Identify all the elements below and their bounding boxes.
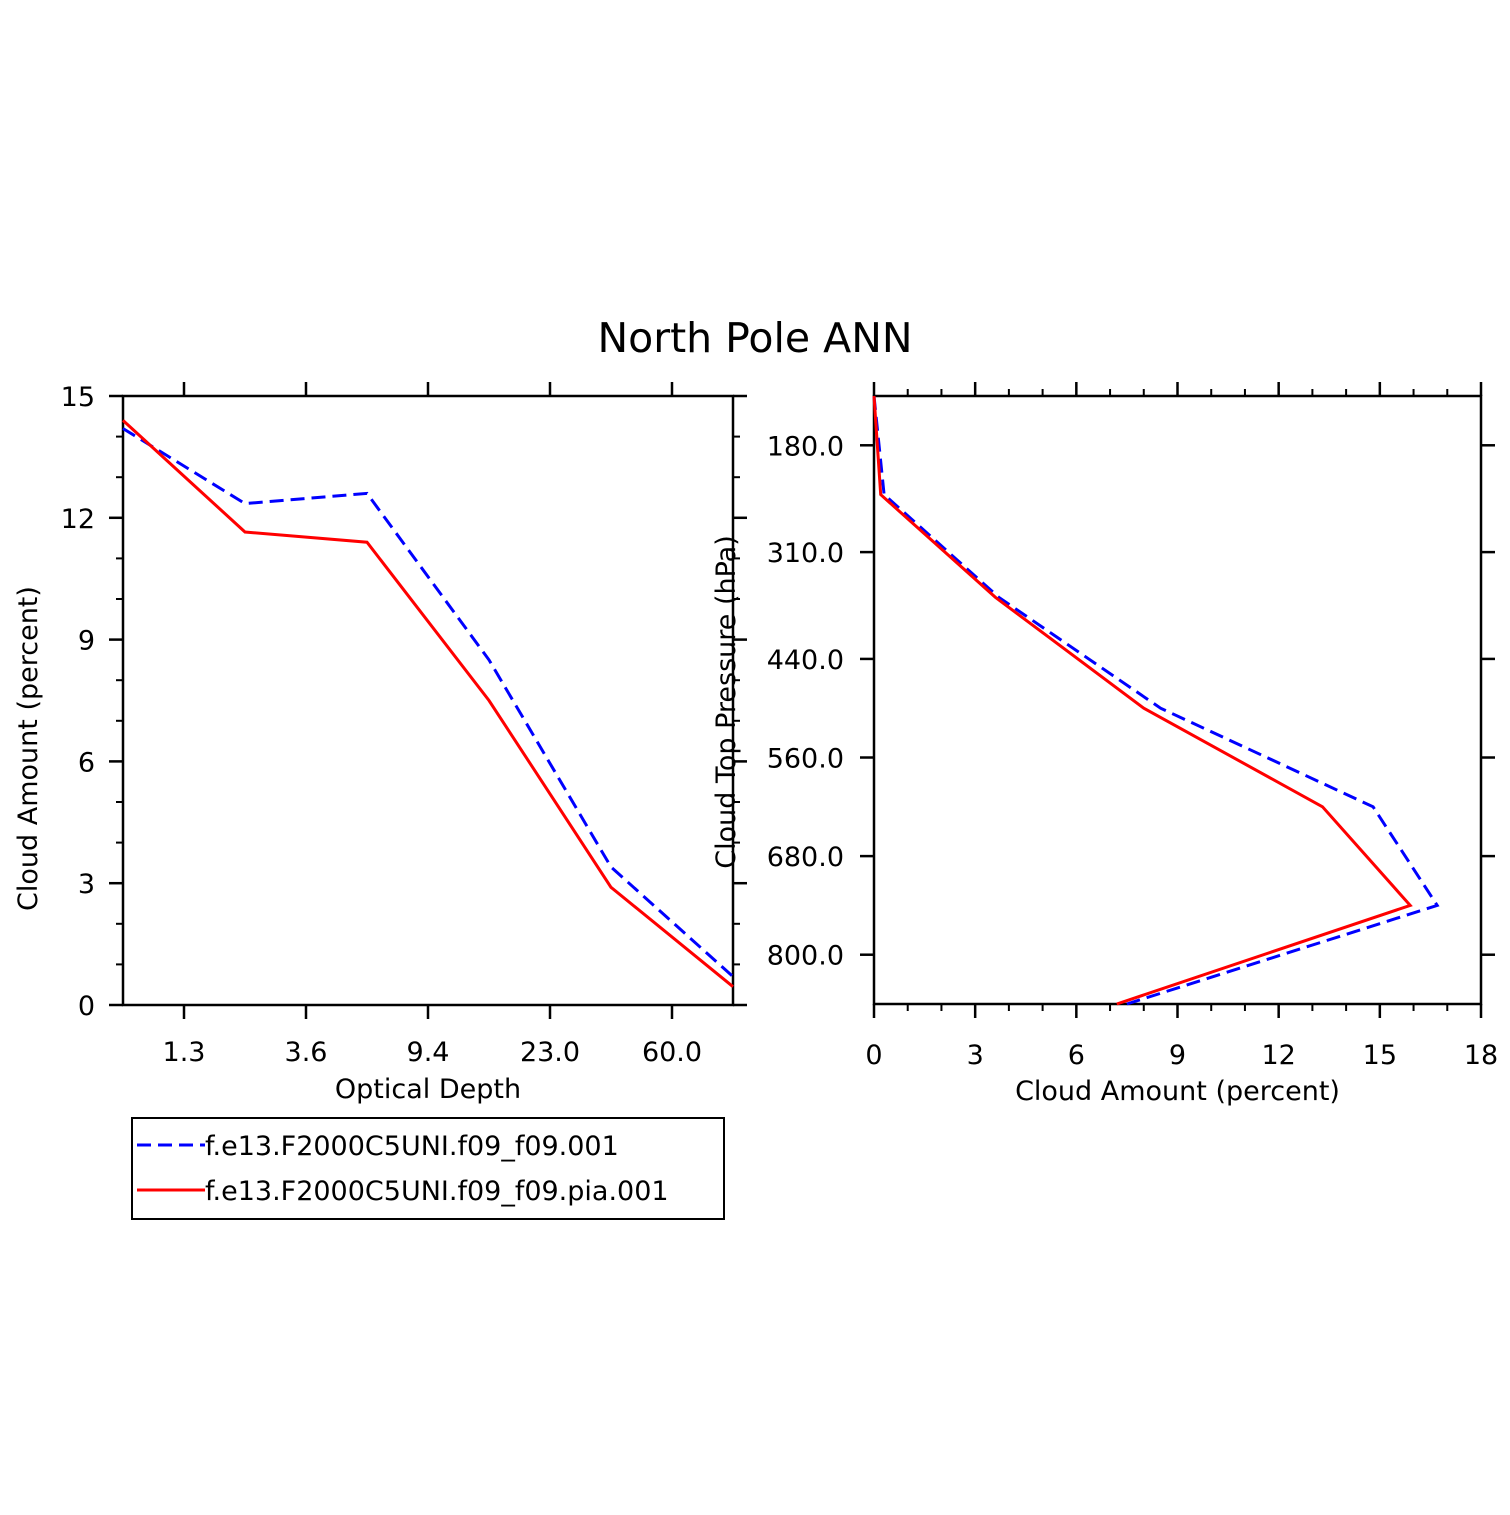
left-x-tick-label: 23.0 xyxy=(520,1037,580,1068)
left-x-tick-label: 3.6 xyxy=(285,1037,328,1068)
left-x-tick-label: 9.4 xyxy=(407,1037,450,1068)
left-y-tick-label: 12 xyxy=(61,504,95,535)
right-y-tick-label: 180.0 xyxy=(767,431,844,462)
left-y-tick-label: 9 xyxy=(78,626,95,657)
right-x-tick-label: 12 xyxy=(1261,1040,1295,1071)
right-x-tick-label: 9 xyxy=(1169,1040,1186,1071)
left-y-tick-label: 0 xyxy=(78,991,95,1022)
right-x-tick-label: 15 xyxy=(1363,1040,1397,1071)
left-series-line-1 xyxy=(121,419,734,988)
left-y-axis-title: Cloud Amount (percent) xyxy=(13,586,44,911)
right-y-tick-label: 800.0 xyxy=(767,941,844,972)
left-y-tick-label: 3 xyxy=(78,869,95,900)
legend-frame xyxy=(131,1117,725,1220)
right-y-tick-label: 440.0 xyxy=(767,645,844,676)
optical-depth-panel: 0 3 6 9 12 15 1.3 3.6 9.4 23.0 60.0 Optical Depth Cl… xyxy=(13,382,747,1105)
right-x-axis-title: Cloud Amount (percent) xyxy=(1015,1076,1340,1107)
left-x-tick-label: 60.0 xyxy=(642,1037,702,1068)
right-y-tick-label: 310.0 xyxy=(767,538,844,569)
right-y-tick-label: 560.0 xyxy=(767,744,844,775)
legend-label-0: f.e13.F2000C5UNI.f09_f09.001 xyxy=(205,1131,619,1162)
left-y-tick-label: 6 xyxy=(78,747,95,778)
right-x-tick-label: 0 xyxy=(865,1040,882,1071)
legend: f.e13.F2000C5UNI.f09_f09.001 f.e13.F2000… xyxy=(131,1117,725,1220)
right-x-tick-label: 6 xyxy=(1068,1040,1085,1071)
legend-label-1: f.e13.F2000C5UNI.f09_f09.pia.001 xyxy=(205,1176,669,1207)
right-x-tick-label: 3 xyxy=(967,1040,984,1071)
left-x-axis-title: Optical Depth xyxy=(335,1074,521,1105)
left-x-tick-label: 1.3 xyxy=(163,1037,206,1068)
chart-title: North Pole ANN xyxy=(597,314,912,362)
right-x-tick-label: 18 xyxy=(1464,1040,1498,1071)
left-series-line-0 xyxy=(122,427,735,978)
right-series-line-0 xyxy=(872,395,1440,1006)
pressure-profile-panel: 0 3 6 9 12 15 18 180.0 310.0 440.0 560.0 680.0 800.0… xyxy=(711,382,1498,1107)
right-series-line-1 xyxy=(872,395,1413,1006)
right-y-axis-title: Cloud Top Pressure (hPa) xyxy=(711,535,742,869)
right-y-tick-label: 680.0 xyxy=(767,842,844,873)
left-y-tick-label: 15 xyxy=(61,382,95,413)
